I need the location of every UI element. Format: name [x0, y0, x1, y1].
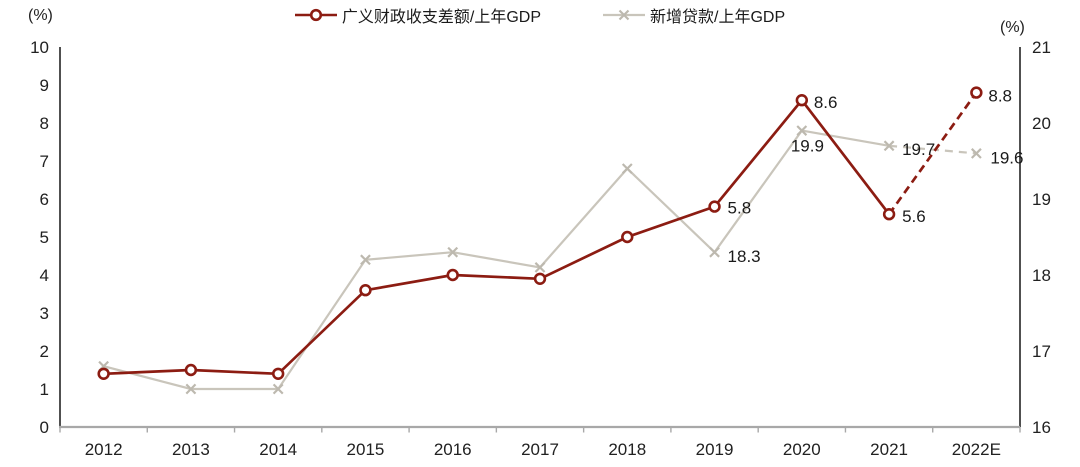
x-axis-label: 2015 — [347, 440, 385, 459]
legend-item-fiscal-balance: 广义财政收支差额/上年GDP — [294, 3, 541, 27]
left-axis-tick-label: 5 — [40, 228, 49, 247]
left-axis-tick-label: 2 — [40, 342, 49, 361]
point-label: 18.3 — [728, 247, 761, 266]
point-label: 5.6 — [902, 207, 926, 226]
series2-x-marker — [534, 262, 546, 273]
left-axis-tick-label: 1 — [40, 380, 49, 399]
x-axis-label: 2012 — [85, 440, 123, 459]
series2-x-marker — [447, 246, 459, 258]
left-axis-tick-label: 10 — [30, 38, 49, 57]
x-axis-label: 2021 — [870, 440, 908, 459]
left-axis-tick-label: 4 — [40, 266, 49, 285]
point-label: 5.8 — [728, 199, 752, 218]
right-axis-tick-label: 17 — [1032, 342, 1051, 361]
right-axis-unit-label: (%) — [1000, 19, 1025, 36]
left-axis-tick-label: 8 — [40, 114, 49, 133]
left-axis-tick-label: 6 — [40, 190, 49, 209]
series1-circle-marker — [708, 200, 721, 213]
left-axis-unit-label: (%) — [28, 7, 53, 24]
series-line-solid — [103, 98, 891, 376]
series2-x-marker — [621, 163, 633, 174]
legend-label-new-loans: 新增贷款/上年GDP — [650, 9, 786, 26]
series1-circle-marker — [184, 363, 198, 377]
series-line-dashed — [887, 91, 978, 215]
series1-circle-marker — [446, 268, 459, 282]
point-label: 8.6 — [814, 93, 838, 112]
legend-marker-x-icon — [603, 9, 645, 21]
series2-x-marker — [709, 246, 720, 258]
x-axis-label: 2022E — [952, 440, 1001, 459]
left-axis-tick-label: 0 — [40, 418, 49, 437]
x-axis-label: 2017 — [521, 440, 559, 459]
series1-circle-marker — [533, 272, 547, 285]
x-axis-label: 2018 — [608, 440, 646, 459]
series-line-dashed — [888, 144, 977, 155]
right-axis-tick-label: 20 — [1032, 114, 1051, 133]
series2-x-marker — [883, 140, 895, 152]
left-axis-tick-label: 3 — [40, 304, 49, 323]
left-axis-tick-label: 7 — [40, 152, 49, 171]
series1-circle-marker — [271, 367, 285, 380]
point-label: 19.7 — [902, 140, 935, 159]
right-axis-tick-label: 16 — [1032, 418, 1051, 437]
x-axis-label: 2013 — [172, 440, 210, 459]
legend-label-fiscal-balance: 广义财政收支差额/上年GDP — [341, 9, 541, 26]
left-axis-tick-label: 9 — [40, 76, 49, 95]
series2-x-marker — [185, 383, 197, 395]
legend-item-new-loans: 新增贷款/上年GDP — [603, 3, 785, 27]
series1-circle-marker — [795, 93, 809, 107]
chart-legend: 广义财政收支差额/上年GDP 新增贷款/上年GDP — [0, 3, 1080, 27]
series2-x-marker — [796, 125, 808, 136]
point-label: 19.6 — [990, 148, 1023, 167]
legend-marker-circle-icon — [294, 8, 337, 22]
series1-circle-marker — [97, 367, 110, 380]
right-axis-tick-label: 19 — [1032, 190, 1051, 209]
point-label: 8.8 — [988, 87, 1012, 106]
series1-circle-marker — [621, 230, 634, 244]
right-axis-tick-label: 21 — [1032, 38, 1051, 57]
x-axis-label: 2019 — [696, 440, 734, 459]
series1-circle-marker — [359, 284, 372, 297]
series1-circle-marker — [970, 86, 983, 99]
x-axis-label: 2020 — [783, 440, 821, 459]
series2-x-marker — [970, 148, 982, 159]
series1-circle-marker — [882, 208, 896, 221]
x-axis-label: 2014 — [259, 440, 297, 459]
x-axis-label: 2016 — [434, 440, 472, 459]
series-line-solid — [103, 129, 890, 391]
right-axis-tick-label: 18 — [1032, 266, 1051, 285]
series2-x-marker — [272, 383, 284, 395]
point-label: 19.9 — [791, 137, 824, 156]
series2-x-marker — [360, 254, 371, 266]
